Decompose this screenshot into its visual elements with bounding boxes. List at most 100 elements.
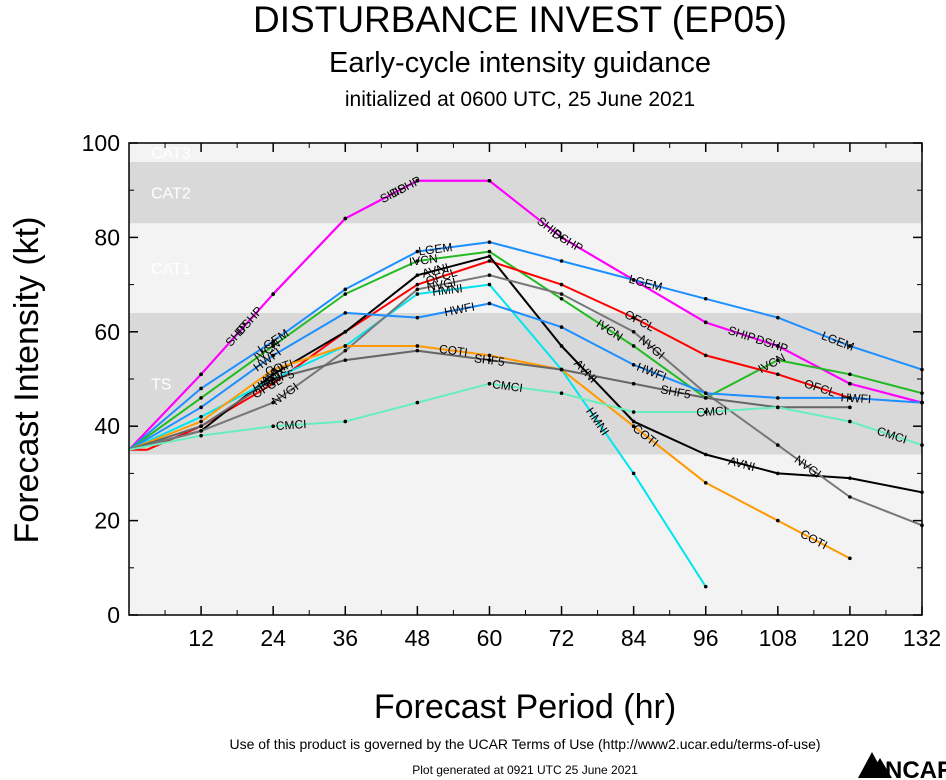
- series-point-ivcn: [199, 396, 203, 400]
- band-label-cat1: CAT1: [151, 261, 191, 278]
- series-point-dshp: [271, 292, 275, 296]
- x-tick-label: 96: [693, 625, 719, 651]
- series-point-cmci: [631, 410, 636, 414]
- series-point-shf5: [848, 405, 852, 410]
- series-label-coti: COTI: [438, 342, 468, 360]
- series-point-hmni: [199, 414, 203, 419]
- series-point-hwfi: [631, 363, 636, 367]
- series-point-ivcn: [487, 249, 492, 254]
- series-point-ofcl: [487, 259, 492, 263]
- series-label-avni: AVNI: [727, 454, 757, 474]
- series-point-cmci: [487, 381, 492, 386]
- y-tick-label: 40: [94, 413, 120, 439]
- series-point-nvgi: [559, 292, 564, 296]
- series-point-avni: [487, 254, 492, 259]
- ncar-logo: NCAR: [858, 752, 946, 780]
- series-point-ivcn: [559, 296, 564, 301]
- series-label-hmni: HMNI: [431, 281, 463, 299]
- series-point-avni: [415, 273, 420, 277]
- series-point-dshp: [848, 381, 852, 386]
- series-point-hwfi: [776, 396, 780, 400]
- band-ts: [129, 312, 922, 455]
- y-axis-label: Forecast Intensity (kt): [8, 217, 46, 544]
- terms-of-use-text: Use of this product is governed by the U…: [229, 736, 820, 752]
- series-point-coti: [343, 344, 348, 348]
- series-point-lgem: [848, 344, 852, 348]
- series-point-lgem: [703, 296, 708, 301]
- x-tick-label: 36: [332, 625, 358, 651]
- series-point-hmni: [415, 292, 420, 296]
- series-label-shf5: SHF5: [473, 351, 506, 369]
- plot-generated-text: Plot generated at 0921 UTC 25 June 2021: [412, 763, 638, 777]
- series-point-hmni: [703, 584, 708, 589]
- series-point-shf5: [271, 377, 275, 381]
- series-point-hwfi: [559, 325, 564, 329]
- series-point-cmci: [343, 419, 348, 424]
- series-point-nvgi: [848, 495, 852, 499]
- series-point-avni: [631, 419, 636, 424]
- series-label-lgem: LGEM: [418, 240, 454, 258]
- series-point-nvgi: [487, 273, 492, 277]
- series-point-avni: [776, 471, 780, 476]
- series-point-coti: [415, 344, 420, 348]
- series-point-coti: [631, 424, 636, 429]
- series-point-nvgi: [199, 429, 203, 433]
- series-point-shf5: [415, 348, 420, 353]
- band-label-ts: TS: [151, 377, 171, 394]
- series-point-hmni: [487, 282, 492, 287]
- series-lines: [128, 179, 923, 588]
- series-point-ivcn: [271, 344, 275, 348]
- series-point-nvgi: [776, 443, 780, 447]
- series-point-ofcl: [776, 372, 780, 377]
- band-cat2: [129, 161, 922, 224]
- series-point-hmni: [631, 471, 636, 476]
- series-point-shf5: [631, 381, 636, 386]
- y-tick-label: 20: [94, 508, 120, 534]
- series-label-nvgi: NVGI: [426, 275, 457, 294]
- series-point-cmci: [776, 405, 780, 410]
- category-band-labels: TS CAT1 CAT2 CAT3: [151, 145, 191, 393]
- series-point-nvgi: [631, 330, 636, 334]
- x-axis-label: Forecast Period (hr): [374, 688, 676, 726]
- y-tick-label: 80: [94, 224, 120, 250]
- series-point-hwfi: [271, 353, 275, 358]
- series-point-dshp: [415, 178, 420, 183]
- series-point-ofcl: [631, 315, 636, 320]
- series-point-coti: [271, 367, 275, 372]
- series-point-ivcn: [776, 358, 780, 362]
- chart-subtitle: Early-cycle intensity guidance: [329, 47, 711, 79]
- series-point-ivcn: [848, 372, 852, 377]
- series-points: [199, 178, 924, 589]
- series-point-hwfi: [487, 301, 492, 306]
- y-axis-ticks: 0 20 40 60 80 100: [82, 130, 922, 628]
- series-point-lgem: [343, 287, 348, 292]
- series-point-shf5: [199, 424, 203, 429]
- series-point-cmci: [199, 433, 203, 438]
- series-label-avni: AVNI: [421, 260, 451, 280]
- series-line-ivcn: [128, 250, 923, 451]
- x-tick-label: 48: [405, 625, 431, 651]
- x-tick-label: 132: [903, 625, 941, 651]
- series-point-nvgi: [271, 400, 275, 405]
- series-point-shf5: [559, 367, 564, 372]
- series-point-dshp: [776, 344, 780, 348]
- series-point-nvgi: [343, 348, 348, 353]
- series-point-lgem: [487, 240, 492, 244]
- band-cat3: [129, 143, 922, 162]
- series-point-hwfi: [415, 315, 420, 320]
- x-tick-label: 108: [759, 625, 797, 651]
- ncar-logo-text: NCAR: [885, 757, 946, 780]
- x-tick-label: 72: [549, 625, 575, 651]
- x-axis-ticks: 12 24 36 48 60 72 84 96 108 120 132: [164, 143, 941, 651]
- series-point-cmci: [848, 419, 852, 424]
- series-point-ivcn: [631, 344, 636, 348]
- series-point-shf5: [703, 396, 708, 400]
- series-point-avni: [848, 476, 852, 480]
- series-point-shf5: [487, 358, 492, 362]
- series-label-ivcn: IVCN: [408, 251, 438, 269]
- series-point-ofcl: [703, 353, 708, 358]
- chart-title: DISTURBANCE INVEST (EP05): [253, 0, 787, 40]
- ncar-logo-mark: [858, 752, 892, 778]
- series-point-dshp: [487, 178, 492, 183]
- y-tick-label: 100: [82, 130, 120, 156]
